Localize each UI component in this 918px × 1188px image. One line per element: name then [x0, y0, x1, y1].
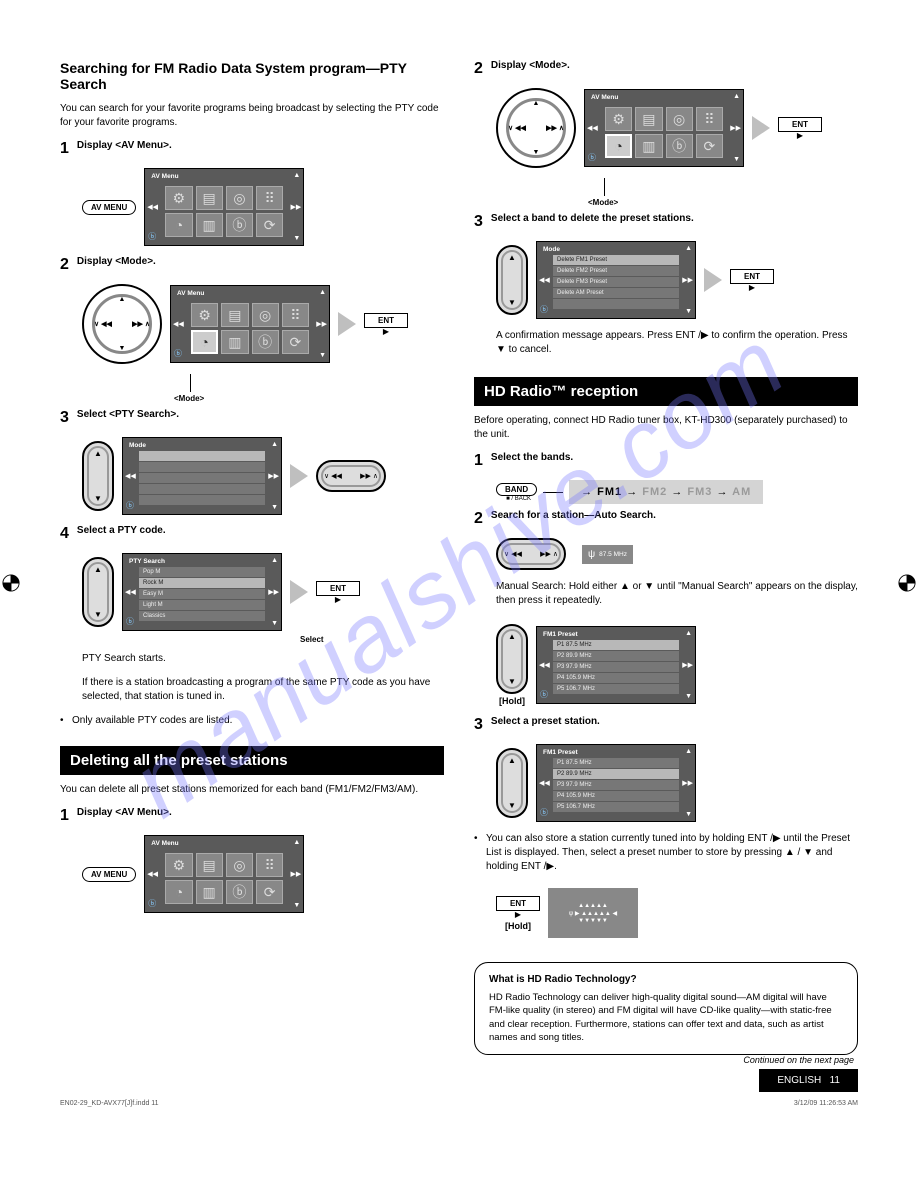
dpad-circle[interactable]: ▲▼ ∨ ◀◀▶▶ ∧: [82, 284, 162, 364]
pty-result-2: If there is a station broadcasting a pro…: [82, 676, 444, 704]
preset-list-screen: FM1 Preset P1 87.5 MHz P2 89.9 MHz P3 97…: [536, 744, 696, 822]
updown-pad[interactable]: ▲▼: [82, 441, 114, 511]
delete-intro: You can delete all preset stations memor…: [60, 783, 444, 797]
left-column: Searching for FM Radio Data System progr…: [60, 60, 444, 1092]
hd-step-3: 3 Select a preset station.: [474, 716, 858, 734]
ent-button-group[interactable]: ENT ▶: [778, 117, 822, 140]
arrow-icon: [338, 312, 356, 336]
manual-search-text: Manual Search: Hold either ▲ or ▼ until …: [496, 580, 858, 608]
hd-step-2: 2 Search for a station—Auto Search.: [474, 510, 858, 528]
page-content: Searching for FM Radio Data System progr…: [60, 60, 858, 1092]
delete-section-heading: Deleting all the preset stations: [60, 746, 444, 775]
arrow-icon: [752, 116, 770, 140]
pty-result-1: PTY Search starts.: [82, 652, 444, 666]
mode-select-screen: AV Menu ⚙▤◎⠿ ◔▥ⓑ⟳ ◀◀▶▶▲▼ⓑ: [584, 89, 744, 167]
hd-step-1: 1 Select the bands.: [474, 452, 858, 470]
preset-anim-screen: ▲▲▲▲▲ψ ▶ ▲▲▲▲▲ ◀▼▼▼▼▼: [548, 888, 638, 938]
hold-label: [Hold]: [505, 921, 531, 931]
pty-step-2: 2 Display <Mode>.: [60, 256, 444, 274]
registration-mark-left: [2, 574, 20, 592]
av-menu-screen: AV Menu ⚙▤◎⠿ ◔▥ⓑ⟳ ◀◀▶▶▲▼ⓑ: [144, 168, 304, 246]
updown-pad[interactable]: ▲▼: [496, 624, 528, 694]
imprint-footer: EN02-29_KD-AVX77[J]f.indd 11 3/12/09 11:…: [60, 1100, 858, 1107]
hd-intro: Before operating, connect HD Radio tuner…: [474, 414, 858, 442]
mode-list-screen: Mode ◀◀▶▶▲▼ⓑ: [122, 437, 282, 515]
pty-heading: Searching for FM Radio Data System progr…: [60, 60, 444, 92]
pty-step-4: 4 Select a PTY code.: [60, 525, 444, 543]
arrow-icon: [290, 580, 308, 604]
mode-caption: <Mode>: [588, 198, 858, 207]
right-column: 2 Display <Mode>. ▲▼ ∨ ◀◀▶▶ ∧ AV Menu ⚙▤…: [474, 60, 858, 1092]
ent-button-group[interactable]: ENT ▶: [730, 269, 774, 292]
delete-list-screen: Mode Delete FM1 Preset Delete FM2 Preset…: [536, 241, 696, 319]
ent-button-group[interactable]: ENT ▶: [496, 896, 540, 919]
arrow-icon: [704, 268, 722, 292]
back-label: ■ / BACK: [506, 496, 531, 502]
updown-pad[interactable]: ▲▼: [82, 557, 114, 627]
del-step-3: 3 Select a band to delete the preset sta…: [474, 213, 858, 231]
updown-pad[interactable]: ▲▼: [496, 748, 528, 818]
continued-label: Continued on the next page: [474, 1055, 858, 1065]
preset-list-screen: FM1 Preset P1 87.5 MHz P2 89.9 MHz P3 97…: [536, 626, 696, 704]
ent-button-group[interactable]: ENT ▶: [316, 581, 360, 604]
mode-select-screen: AV Menu ⚙▤◎⠿ ◔▥ⓑ⟳ ◀◀▶▶▲▼ⓑ: [170, 285, 330, 363]
pty-step-1: 1 Display <AV Menu>.: [60, 140, 444, 158]
tuner-display: ψ87.5 MHz: [582, 545, 633, 564]
leftright-pad[interactable]: ∨ ◀◀▶▶ ∧: [496, 538, 566, 570]
registration-mark-right: [898, 574, 916, 592]
pty-intro: You can search for your favorite program…: [60, 102, 444, 130]
band-cycle: → FM1 → FM2 → FM3 → AM: [569, 480, 763, 504]
dpad-circle[interactable]: ▲▼ ∨ ◀◀▶▶ ∧: [496, 88, 576, 168]
hold-label: [Hold]: [499, 696, 525, 706]
arrow-icon: [290, 464, 308, 488]
pty-step-3: 3 Select <PTY Search>.: [60, 409, 444, 427]
store-bullet: You can also store a station currently t…: [474, 832, 858, 874]
pty-list-screen: PTY Search Pop M Rock M Easy M Light M C…: [122, 553, 282, 631]
mode-caption: <Mode>: [174, 394, 444, 403]
del-step-2: 2 Display <Mode>.: [474, 60, 858, 78]
leftright-pad[interactable]: ∨ ◀◀▶▶ ∧: [316, 460, 386, 492]
page-number: ENGLISH 11: [759, 1069, 858, 1092]
hd-info-box: What is HD Radio Technology? HD Radio Te…: [474, 962, 858, 1055]
av-menu-screen: AV Menu ⚙▤◎⠿ ◔▥ⓑ⟳ ◀◀▶▶▲▼ⓑ: [144, 835, 304, 913]
band-button[interactable]: BAND: [496, 483, 537, 496]
updown-pad[interactable]: ▲▼: [496, 245, 528, 315]
del-step-1: 1 Display <AV Menu>.: [60, 807, 444, 825]
av-menu-button[interactable]: AV MENU: [82, 867, 136, 882]
hd-section-heading: HD Radio™ reception: [474, 377, 858, 406]
ent-button-group[interactable]: ENT ▶: [364, 313, 408, 336]
av-menu-button[interactable]: AV MENU: [82, 200, 136, 215]
pty-bullet: Only available PTY codes are listed.: [60, 714, 444, 728]
select-caption: Select: [300, 635, 444, 644]
confirm-text: A confirmation message appears. Press EN…: [496, 329, 858, 357]
